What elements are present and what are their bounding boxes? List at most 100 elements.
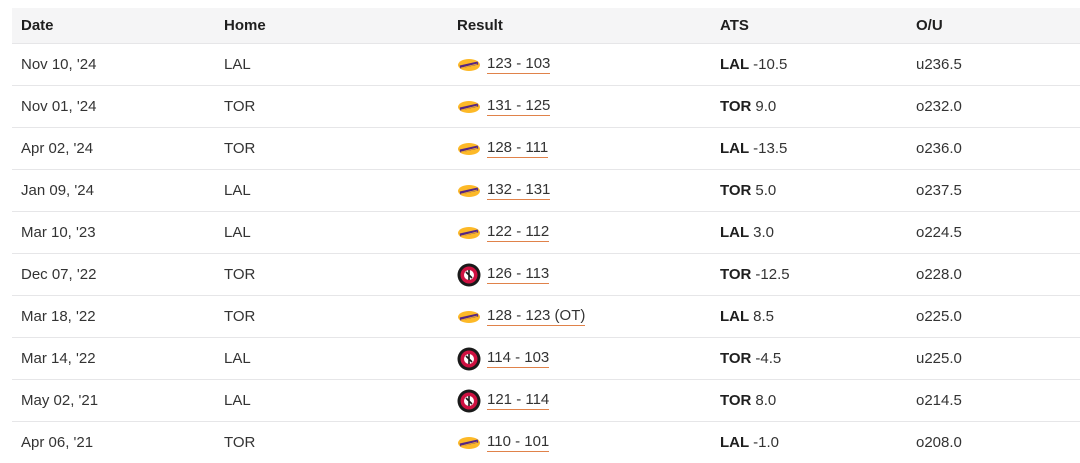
score-link[interactable]: 121 - 114 bbox=[487, 391, 550, 410]
game-date: Mar 14, '22 bbox=[21, 350, 96, 367]
game-date: Nov 01, '24 bbox=[21, 98, 97, 115]
ats-team: LAL bbox=[720, 140, 750, 157]
result-cell: 123 - 103 bbox=[448, 53, 711, 77]
game-date: Mar 18, '22 bbox=[21, 308, 96, 325]
score-link[interactable]: 132 - 131 bbox=[487, 181, 551, 200]
over-under: o237.5 bbox=[916, 182, 962, 199]
home-team: TOR bbox=[224, 98, 256, 115]
home-team: TOR bbox=[224, 140, 256, 157]
table-row: Apr 02, '24 TOR 128 - 111 LAL -13.5 o236.… bbox=[12, 127, 1080, 169]
over-under: u236.5 bbox=[916, 56, 962, 73]
ats-cell: TOR 5.0 bbox=[711, 182, 907, 199]
table-row: Mar 14, '22 LAL 114 - 103 TOR -4.5 u225.0 bbox=[12, 337, 1080, 379]
ats-line: 9.0 bbox=[755, 98, 777, 115]
ats-team: TOR bbox=[720, 266, 752, 283]
ats-cell: LAL 3.0 bbox=[711, 224, 907, 241]
ats-cell: LAL -13.5 bbox=[711, 140, 907, 157]
ats-line: 5.0 bbox=[755, 182, 777, 199]
result-cell: 121 - 114 bbox=[448, 389, 711, 413]
score-link[interactable]: 128 - 111 bbox=[487, 139, 549, 158]
home-team: TOR bbox=[224, 266, 256, 283]
table-row: Mar 10, '23 LAL 122 - 112 LAL 3.0 o224.5 bbox=[12, 211, 1080, 253]
lakers-logo-icon bbox=[457, 221, 481, 245]
result-cell: 110 - 101 bbox=[448, 431, 711, 455]
ats-cell: TOR 9.0 bbox=[711, 98, 907, 115]
score-link[interactable]: 123 - 103 bbox=[487, 55, 551, 74]
ats-line: 8.5 bbox=[753, 308, 775, 325]
game-date: Jan 09, '24 bbox=[21, 182, 94, 199]
column-header-date[interactable]: Date bbox=[21, 17, 54, 34]
matchup-history-table: Date Home Result ATS O/U Nov 10, '24 LAL… bbox=[12, 8, 1080, 463]
ats-team: TOR bbox=[720, 350, 752, 367]
game-date: Apr 06, '21 bbox=[21, 434, 94, 451]
home-team: TOR bbox=[224, 308, 256, 325]
ats-team: LAL bbox=[720, 434, 750, 451]
ats-cell: TOR -12.5 bbox=[711, 266, 907, 283]
score-link[interactable]: 122 - 112 bbox=[487, 223, 550, 242]
ats-line: 8.0 bbox=[755, 392, 777, 409]
over-under: o236.0 bbox=[916, 140, 962, 157]
game-date: Dec 07, '22 bbox=[21, 266, 97, 283]
lakers-logo-icon bbox=[457, 95, 481, 119]
lakers-logo-icon bbox=[457, 431, 481, 455]
home-team: TOR bbox=[224, 434, 256, 451]
ats-line: -4.5 bbox=[755, 350, 782, 367]
ats-cell: TOR 8.0 bbox=[711, 392, 907, 409]
score-link[interactable]: 128 - 123 (OT) bbox=[487, 307, 586, 326]
home-team: LAL bbox=[224, 350, 251, 367]
ats-line: -13.5 bbox=[753, 140, 788, 157]
score-link[interactable]: 126 - 113 bbox=[487, 265, 550, 284]
ats-cell: LAL -1.0 bbox=[711, 434, 907, 451]
lakers-logo-icon bbox=[457, 179, 481, 203]
game-date: May 02, '21 bbox=[21, 392, 99, 409]
over-under: o225.0 bbox=[916, 308, 962, 325]
raptors-logo-icon bbox=[457, 263, 481, 287]
game-date: Apr 02, '24 bbox=[21, 140, 94, 157]
ats-line: -10.5 bbox=[753, 56, 788, 73]
home-team: LAL bbox=[224, 392, 251, 409]
table-row: Mar 18, '22 TOR 128 - 123 (OT) LAL 8.5 o2… bbox=[12, 295, 1080, 337]
ats-team: LAL bbox=[720, 224, 750, 241]
score-link[interactable]: 131 - 125 bbox=[487, 97, 551, 116]
column-header-ou[interactable]: O/U bbox=[916, 17, 943, 34]
raptors-logo-icon bbox=[457, 389, 481, 413]
over-under: o224.5 bbox=[916, 224, 962, 241]
ats-team: TOR bbox=[720, 98, 752, 115]
result-cell: 114 - 103 bbox=[448, 347, 711, 371]
score-link[interactable]: 110 - 101 bbox=[487, 433, 550, 452]
ats-cell: LAL 8.5 bbox=[711, 308, 907, 325]
column-header-home[interactable]: Home bbox=[224, 17, 266, 34]
table-row: May 02, '21 LAL 121 - 114 TOR 8.0 o214.5 bbox=[12, 379, 1080, 421]
over-under: o214.5 bbox=[916, 392, 962, 409]
table-body: Nov 10, '24 LAL 123 - 103 LAL -10.5 u236.… bbox=[12, 43, 1080, 463]
score-link[interactable]: 114 - 103 bbox=[487, 349, 550, 368]
result-cell: 128 - 111 bbox=[448, 137, 711, 161]
ats-line: -1.0 bbox=[753, 434, 780, 451]
table-row: Jan 09, '24 LAL 132 - 131 TOR 5.0 o237.5 bbox=[12, 169, 1080, 211]
game-date: Nov 10, '24 bbox=[21, 56, 97, 73]
result-cell: 122 - 112 bbox=[448, 221, 711, 245]
ats-line: 3.0 bbox=[753, 224, 775, 241]
over-under: o208.0 bbox=[916, 434, 962, 451]
home-team: LAL bbox=[224, 182, 251, 199]
result-cell: 126 - 113 bbox=[448, 263, 711, 287]
ats-line: -12.5 bbox=[755, 266, 790, 283]
ats-team: LAL bbox=[720, 308, 750, 325]
column-header-ats[interactable]: ATS bbox=[720, 17, 749, 34]
over-under: u225.0 bbox=[916, 350, 962, 367]
result-cell: 131 - 125 bbox=[448, 95, 711, 119]
table-header: Date Home Result ATS O/U bbox=[12, 8, 1080, 43]
ats-team: LAL bbox=[720, 56, 750, 73]
ats-cell: LAL -10.5 bbox=[711, 56, 907, 73]
over-under: o232.0 bbox=[916, 98, 962, 115]
ats-team: TOR bbox=[720, 392, 752, 409]
game-date: Mar 10, '23 bbox=[21, 224, 96, 241]
column-header-result[interactable]: Result bbox=[457, 17, 503, 34]
over-under: o228.0 bbox=[916, 266, 962, 283]
table-row: Nov 10, '24 LAL 123 - 103 LAL -10.5 u236.… bbox=[12, 43, 1080, 85]
result-cell: 128 - 123 (OT) bbox=[448, 305, 711, 329]
result-cell: 132 - 131 bbox=[448, 179, 711, 203]
lakers-logo-icon bbox=[457, 305, 481, 329]
ats-cell: TOR -4.5 bbox=[711, 350, 907, 367]
table-row: Apr 06, '21 TOR 110 - 101 LAL -1.0 o208.0 bbox=[12, 421, 1080, 463]
